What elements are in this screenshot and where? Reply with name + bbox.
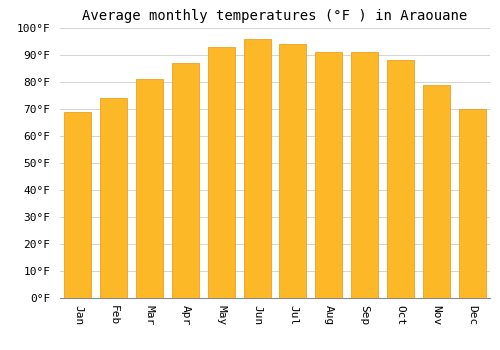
Bar xyxy=(387,60,414,298)
Bar xyxy=(423,85,450,298)
Bar xyxy=(316,52,342,298)
Bar xyxy=(136,79,163,298)
Bar xyxy=(280,44,306,298)
Bar xyxy=(244,39,270,298)
Bar xyxy=(208,47,234,298)
Bar xyxy=(351,52,378,298)
Title: Average monthly temperatures (°F ) in Araouane: Average monthly temperatures (°F ) in Ar… xyxy=(82,9,468,23)
Bar xyxy=(100,98,127,298)
Bar xyxy=(458,109,485,298)
Bar xyxy=(64,112,92,298)
Bar xyxy=(172,63,199,298)
